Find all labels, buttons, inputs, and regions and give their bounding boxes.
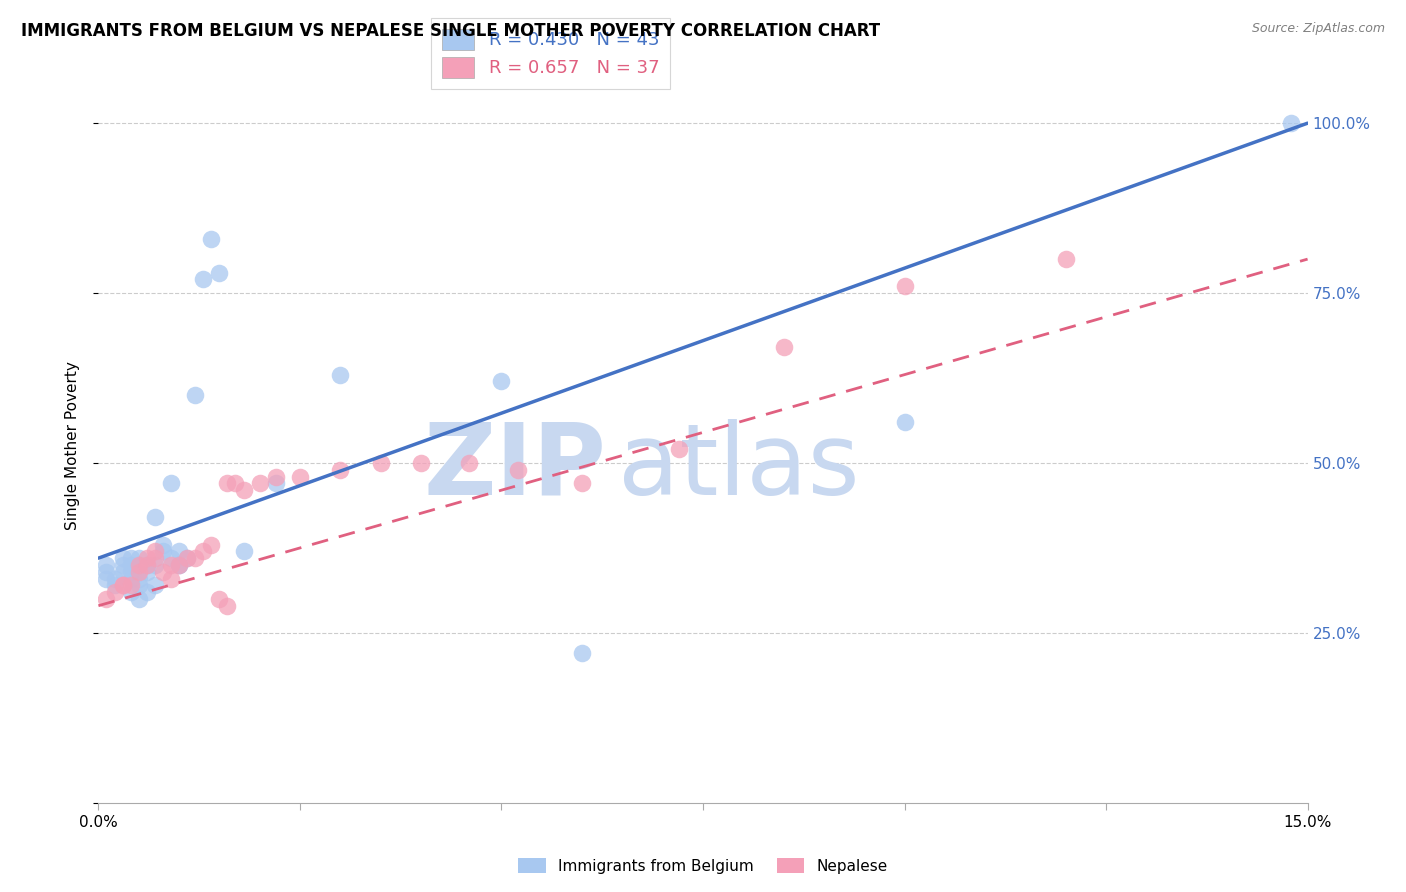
Point bbox=[167, 544, 190, 558]
Point bbox=[96, 591, 118, 606]
Point bbox=[160, 572, 183, 586]
Point bbox=[232, 544, 254, 558]
Point bbox=[111, 578, 134, 592]
Point bbox=[167, 558, 190, 572]
Point bbox=[370, 456, 392, 470]
Point bbox=[491, 375, 513, 389]
Point bbox=[160, 558, 183, 572]
Point bbox=[200, 232, 222, 246]
Point bbox=[176, 551, 198, 566]
Point bbox=[167, 558, 190, 572]
Point bbox=[120, 572, 142, 586]
Point bbox=[96, 572, 118, 586]
Point bbox=[152, 537, 174, 551]
Point bbox=[120, 565, 142, 579]
Text: ZIP: ZIP bbox=[423, 419, 606, 516]
Point bbox=[184, 388, 207, 402]
Point bbox=[128, 565, 150, 579]
Point bbox=[167, 558, 190, 572]
Point bbox=[193, 544, 215, 558]
Point bbox=[409, 456, 432, 470]
Point bbox=[208, 591, 231, 606]
Point bbox=[329, 463, 352, 477]
Point bbox=[571, 476, 593, 491]
Text: atlas: atlas bbox=[619, 419, 860, 516]
Point bbox=[893, 415, 915, 429]
Point bbox=[772, 341, 794, 355]
Point bbox=[152, 544, 174, 558]
Point bbox=[128, 558, 150, 572]
Point bbox=[1054, 252, 1077, 266]
Point bbox=[193, 272, 215, 286]
Point bbox=[96, 565, 118, 579]
Point bbox=[571, 646, 593, 660]
Point bbox=[152, 565, 174, 579]
Point bbox=[208, 266, 231, 280]
Point bbox=[143, 558, 166, 572]
Point bbox=[893, 279, 915, 293]
Point bbox=[200, 537, 222, 551]
Point bbox=[128, 551, 150, 566]
Point bbox=[128, 558, 150, 572]
Point bbox=[160, 551, 183, 566]
Point bbox=[506, 463, 529, 477]
Point bbox=[143, 544, 166, 558]
Point bbox=[120, 551, 142, 566]
Point bbox=[224, 476, 246, 491]
Point bbox=[103, 578, 125, 592]
Point bbox=[103, 572, 125, 586]
Point bbox=[232, 483, 254, 498]
Point bbox=[111, 565, 134, 579]
Point bbox=[288, 469, 311, 483]
Point bbox=[111, 558, 134, 572]
Point bbox=[264, 476, 287, 491]
Point bbox=[135, 558, 157, 572]
Point bbox=[135, 585, 157, 599]
Point bbox=[128, 591, 150, 606]
Point bbox=[458, 456, 481, 470]
Point bbox=[111, 551, 134, 566]
Point bbox=[160, 476, 183, 491]
Point bbox=[668, 442, 690, 457]
Point bbox=[120, 578, 142, 592]
Point bbox=[184, 551, 207, 566]
Legend: R = 0.430   N = 43, R = 0.657   N = 37: R = 0.430 N = 43, R = 0.657 N = 37 bbox=[430, 18, 671, 88]
Point bbox=[143, 578, 166, 592]
Point bbox=[329, 368, 352, 382]
Point bbox=[264, 469, 287, 483]
Point bbox=[111, 578, 134, 592]
Legend: Immigrants from Belgium, Nepalese: Immigrants from Belgium, Nepalese bbox=[512, 852, 894, 880]
Point bbox=[135, 565, 157, 579]
Point bbox=[249, 476, 271, 491]
Point bbox=[143, 510, 166, 524]
Point bbox=[217, 599, 239, 613]
Point bbox=[143, 551, 166, 566]
Point bbox=[120, 585, 142, 599]
Point bbox=[103, 585, 125, 599]
Text: Source: ZipAtlas.com: Source: ZipAtlas.com bbox=[1251, 22, 1385, 36]
Point bbox=[120, 558, 142, 572]
Point bbox=[96, 558, 118, 572]
Point bbox=[1281, 116, 1303, 130]
Point bbox=[128, 578, 150, 592]
Point bbox=[135, 551, 157, 566]
Point bbox=[135, 558, 157, 572]
Text: IMMIGRANTS FROM BELGIUM VS NEPALESE SINGLE MOTHER POVERTY CORRELATION CHART: IMMIGRANTS FROM BELGIUM VS NEPALESE SING… bbox=[21, 22, 880, 40]
Point bbox=[217, 476, 239, 491]
Y-axis label: Single Mother Poverty: Single Mother Poverty bbox=[65, 361, 80, 531]
Point bbox=[176, 551, 198, 566]
Point bbox=[128, 572, 150, 586]
